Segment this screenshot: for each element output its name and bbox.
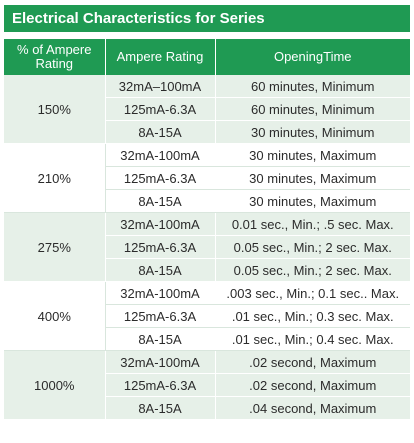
percent-cell: 210% [4,143,106,213]
header-opening-time: OpeningTime [215,39,410,75]
opening-time-cell: 60 minutes, Minimum [215,75,410,98]
opening-time-cell: 60 minutes, Minimum [215,97,410,121]
opening-time-cell: .01 sec., Min.; 0.3 sec. Max. [215,304,410,328]
ampere-rating-cell: 32mA-100mA [105,350,216,374]
opening-time-cell: .003 sec., Min.; 0.1 sec.. Max. [215,281,410,305]
percent-cell: 275% [4,212,106,282]
header-ampere-rating: Ampere Rating [105,39,216,75]
opening-time-cell: .02 second, Maximum [215,350,410,374]
ampere-rating-cell: 125mA-6.3A [105,97,216,121]
ampere-rating-cell: 8A-15A [105,327,216,351]
table-title: Electrical Characteristics for Series [4,5,410,32]
ampere-rating-cell: 125mA-6.3A [105,373,216,397]
opening-time-cell: 30 minutes, Minimum [215,120,410,144]
ampere-rating-cell: 125mA-6.3A [105,304,216,328]
percent-cell: 150% [4,75,106,144]
percent-cell: 1000% [4,350,106,420]
table-row: 8A-15A 30 minutes, Maximum [4,189,410,213]
table-row: 275% 32mA-100mA 0.01 sec., Min.; .5 sec.… [4,212,410,282]
table-row: 8A-15A .04 second, Maximum [4,396,410,420]
ampere-rating-cell: 8A-15A [105,120,216,144]
opening-time-cell: 0.05 sec., Min.; 2 sec. Max. [215,235,410,259]
table-row: 150% 32mA–100mA 60 minutes, Minimum [4,75,410,144]
table-row: 125mA-6.3A 60 minutes, Minimum [4,97,410,121]
ampere-rating-cell: 8A-15A [105,396,216,420]
opening-time-cell: 30 minutes, Maximum [215,189,410,213]
opening-time-cell: .01 sec., Min.; 0.4 sec. Max. [215,327,410,351]
table-row: 8A-15A 0.05 sec., Min.; 2 sec. Max. [4,258,410,282]
table-row: 125mA-6.3A .01 sec., Min.; 0.3 sec. Max. [4,304,410,328]
electrical-characteristics-table: % of Ampere Rating Ampere Rating Opening… [4,39,410,420]
opening-time-cell: 0.01 sec., Min.; .5 sec. Max. [215,212,410,236]
ampere-rating-cell: 125mA-6.3A [105,235,216,259]
ampere-rating-cell: 125mA-6.3A [105,166,216,190]
ampere-rating-cell: 8A-15A [105,258,216,282]
table-row: 210% 32mA-100mA 30 minutes, Maximum [4,143,410,213]
table-row: 125mA-6.3A .02 second, Maximum [4,373,410,397]
ampere-rating-cell: 8A-15A [105,189,216,213]
table-row: 125mA-6.3A 30 minutes, Maximum [4,166,410,190]
table-row: 125mA-6.3A 0.05 sec., Min.; 2 sec. Max. [4,235,410,259]
ampere-rating-cell: 32mA-100mA [105,281,216,305]
ampere-rating-cell: 32mA-100mA [105,212,216,236]
header-percent-ampere-rating: % of Ampere Rating [4,39,106,75]
table-row: 8A-15A .01 sec., Min.; 0.4 sec. Max. [4,327,410,351]
percent-cell: 400% [4,281,106,351]
opening-time-cell: 30 minutes, Maximum [215,166,410,190]
ampere-rating-cell: 32mA-100mA [105,143,216,167]
opening-time-cell: 0.05 sec., Min.; 2 sec. Max. [215,258,410,282]
opening-time-cell: .02 second, Maximum [215,373,410,397]
table-row: 400% 32mA-100mA .003 sec., Min.; 0.1 sec… [4,281,410,351]
opening-time-cell: 30 minutes, Maximum [215,143,410,167]
opening-time-cell: .04 second, Maximum [215,396,410,420]
table-row: 1000% 32mA-100mA .02 second, Maximum [4,350,410,420]
table-row: 8A-15A 30 minutes, Minimum [4,120,410,144]
ampere-rating-cell: 32mA–100mA [105,75,216,98]
